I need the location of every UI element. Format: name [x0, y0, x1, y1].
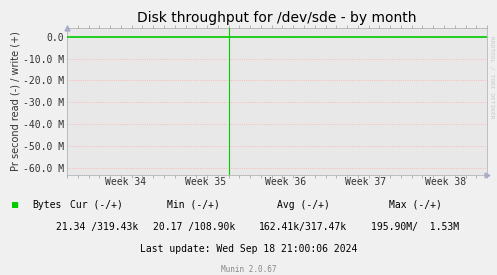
Text: Min (-/+): Min (-/+): [167, 200, 220, 210]
Text: Munin 2.0.67: Munin 2.0.67: [221, 265, 276, 274]
Text: 162.41k/317.47k: 162.41k/317.47k: [259, 222, 347, 232]
Text: 21.34 /319.43k: 21.34 /319.43k: [56, 222, 138, 232]
Y-axis label: Pr second read (-) / write (+): Pr second read (-) / write (+): [10, 31, 20, 171]
Text: ■: ■: [12, 200, 19, 210]
Text: Max (-/+): Max (-/+): [389, 200, 441, 210]
Text: Bytes: Bytes: [32, 200, 62, 210]
Text: Cur (-/+): Cur (-/+): [71, 200, 123, 210]
Text: Last update: Wed Sep 18 21:00:06 2024: Last update: Wed Sep 18 21:00:06 2024: [140, 244, 357, 254]
Text: 20.17 /108.90k: 20.17 /108.90k: [153, 222, 235, 232]
Title: Disk throughput for /dev/sde - by month: Disk throughput for /dev/sde - by month: [137, 11, 417, 25]
Text: RRDTOOL / TOBI OETIKER: RRDTOOL / TOBI OETIKER: [490, 36, 495, 118]
Text: 195.90M/  1.53M: 195.90M/ 1.53M: [371, 222, 459, 232]
Text: Avg (-/+): Avg (-/+): [277, 200, 330, 210]
